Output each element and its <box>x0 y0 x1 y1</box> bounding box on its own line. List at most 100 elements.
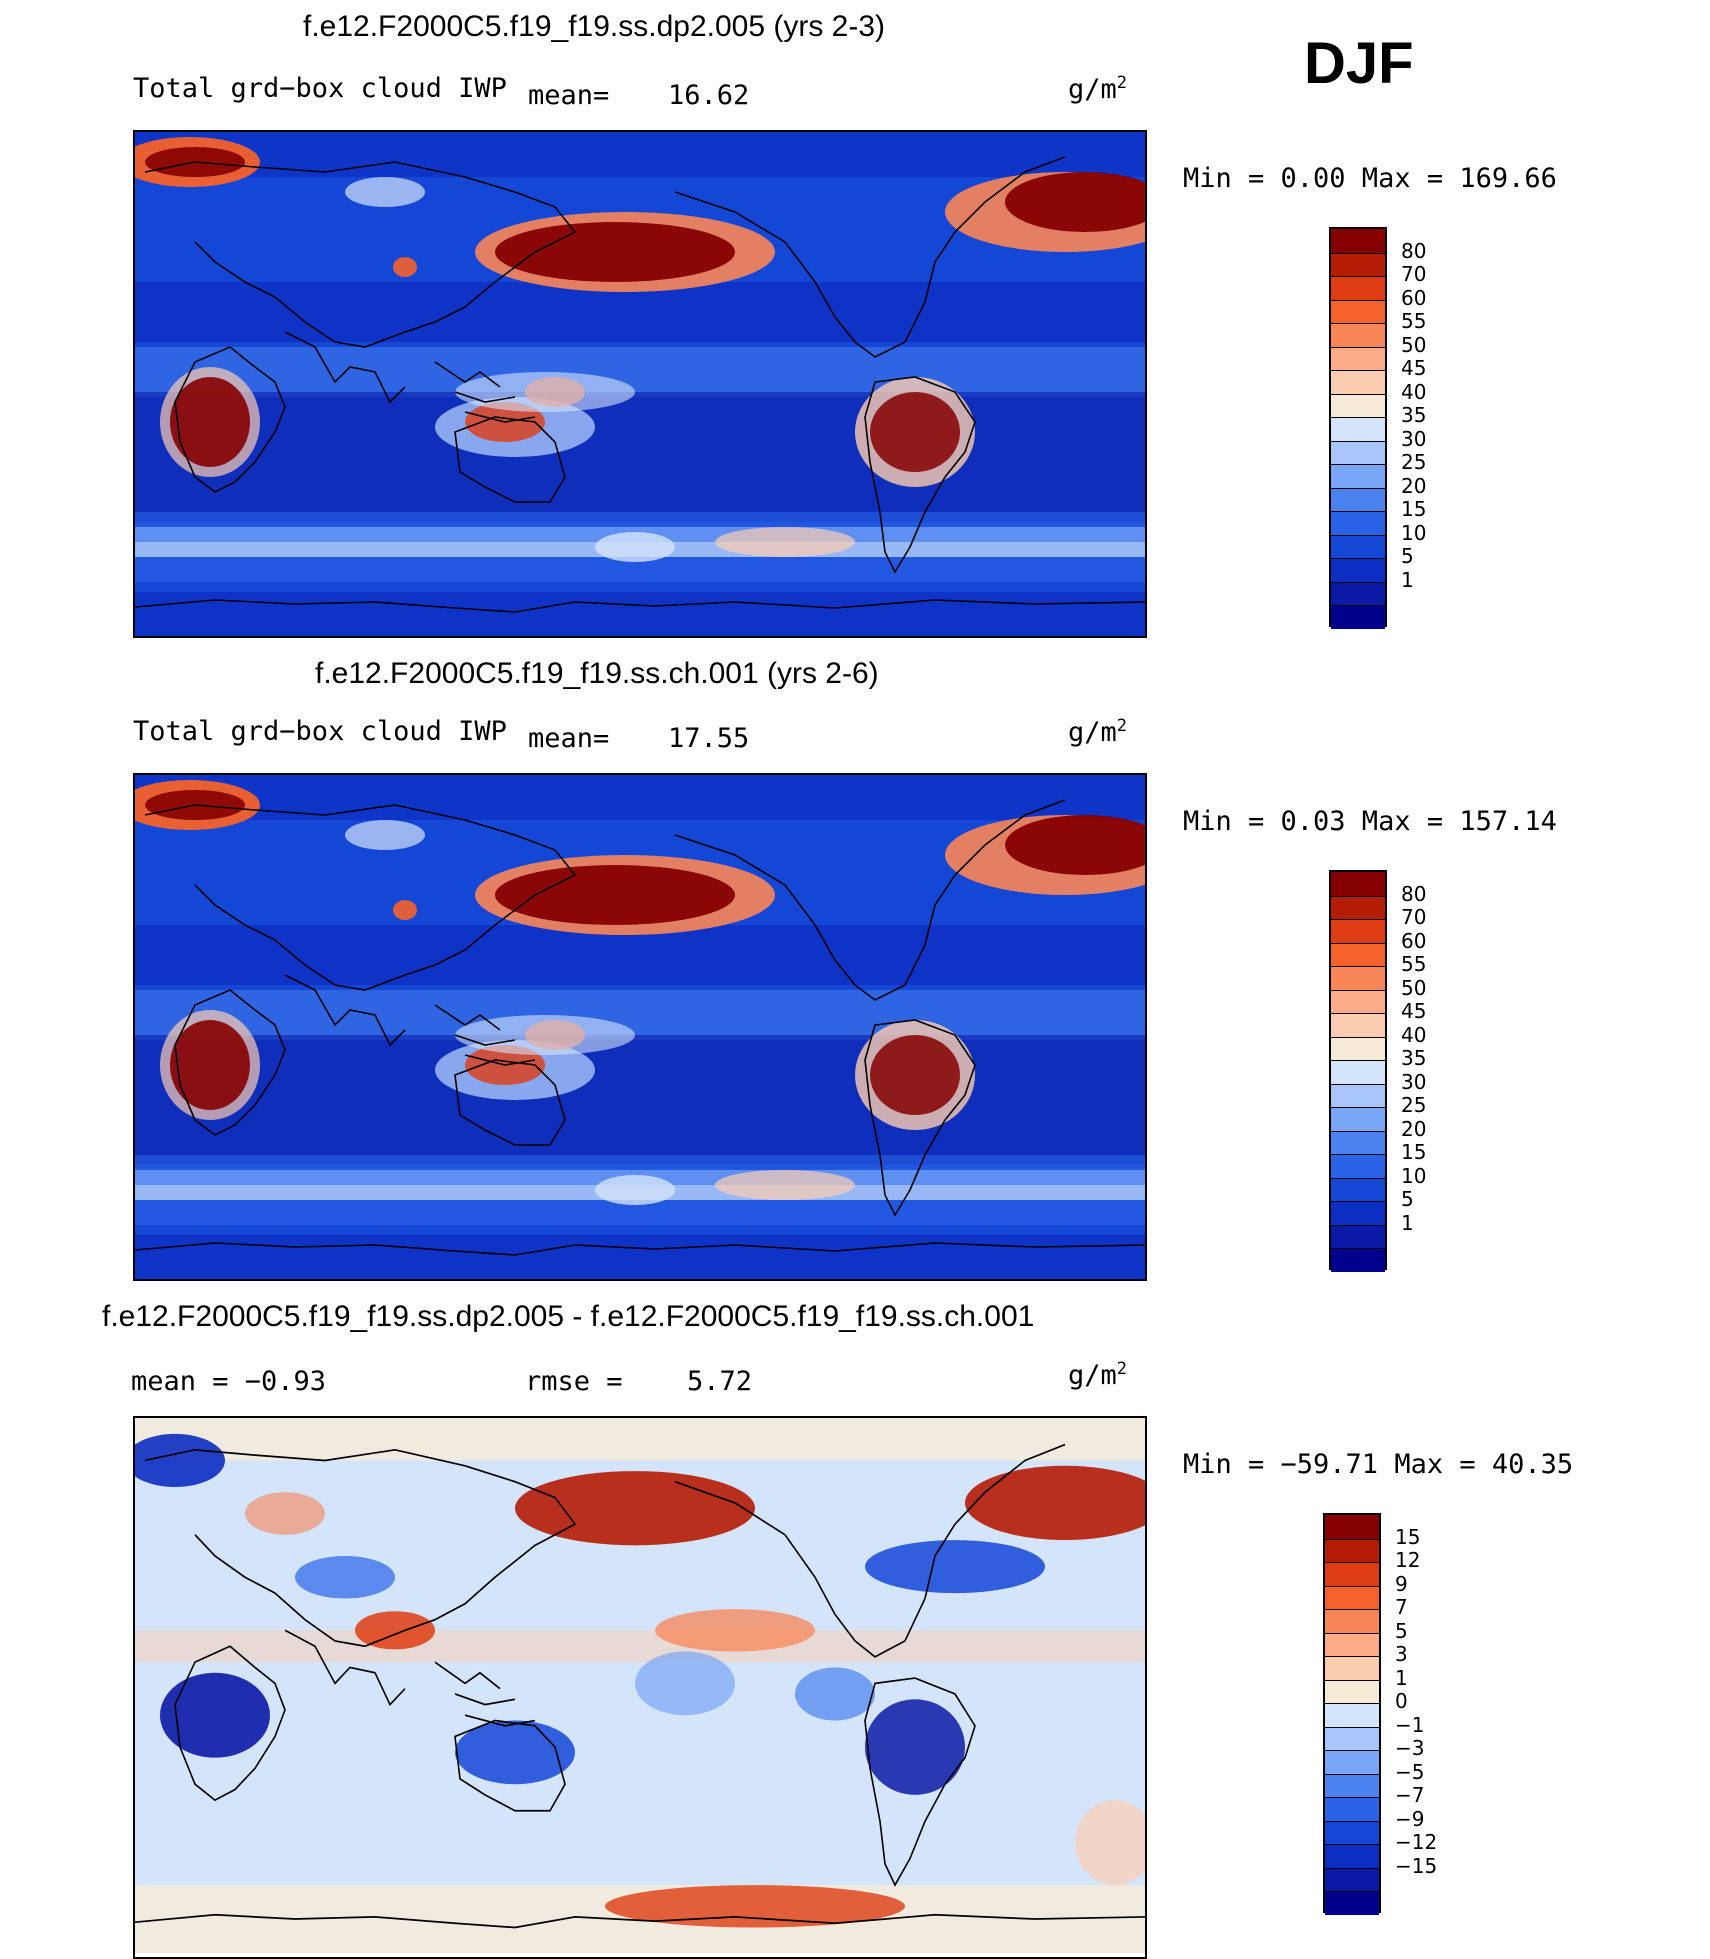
coastline <box>174 346 286 493</box>
colorbar-tick-label: 60 <box>1401 285 1427 310</box>
field-band <box>135 775 1145 820</box>
panel-1-field <box>135 132 1145 636</box>
field-region <box>715 1170 855 1200</box>
colorbar-swatch <box>1331 393 1385 418</box>
field-region <box>655 1609 815 1652</box>
colorbar-swatch <box>1331 370 1385 394</box>
field-group <box>135 132 1145 636</box>
field-band <box>135 282 1145 342</box>
colorbar-tick-label: 15 <box>1401 1140 1427 1165</box>
colorbar-swatch <box>1331 872 1385 896</box>
colorbar-tick-label: 70 <box>1401 905 1427 930</box>
coastline <box>674 1443 1066 1658</box>
colorbar-tick-label: 10 <box>1401 1163 1427 1188</box>
field-region <box>870 392 960 472</box>
colorbar-swatch <box>1325 1867 1379 1892</box>
field-region <box>495 222 735 282</box>
colorbar-swatch <box>1325 1797 1379 1821</box>
colorbar-swatch <box>1331 511 1385 535</box>
panel-2-mean-value: 17.55 <box>668 723 750 754</box>
colorbar-swatch <box>1325 1773 1379 1798</box>
coastline <box>434 1004 536 1066</box>
colorbar-tick-label: 80 <box>1401 238 1427 263</box>
colorbar-tick-label: 35 <box>1401 403 1427 428</box>
field-band <box>135 1235 1145 1279</box>
colorbar-tick-label: −12 <box>1395 1830 1438 1855</box>
colorbar-swatch <box>1331 919 1385 943</box>
colorbar-swatch <box>1325 1703 1379 1727</box>
field-band <box>135 925 1145 985</box>
panel-1-mean-label: mean= <box>528 80 610 111</box>
colorbar-swatch <box>1331 323 1385 347</box>
field-group <box>135 775 1145 1279</box>
colorbar-tick-label: −15 <box>1395 1853 1438 1878</box>
panel-3-units: g/m2 <box>1068 1359 1128 1391</box>
coastline <box>174 1645 286 1802</box>
colorbar-tick-label: 3 <box>1395 1642 1408 1667</box>
field-region <box>170 377 250 467</box>
colorbar-tick-label: 60 <box>1401 928 1427 953</box>
colorbar-tick-label: 5 <box>1395 1618 1408 1643</box>
field-region <box>1005 172 1145 232</box>
panel-1-mean-value: 16.62 <box>668 80 750 111</box>
field-region <box>595 532 675 562</box>
panel-3-map <box>133 1416 1147 1959</box>
field-region <box>635 1651 735 1716</box>
coastline <box>284 974 406 1047</box>
field-region <box>715 527 855 557</box>
panel-2-colorbar <box>1329 870 1387 1272</box>
colorbar-tick-label: 5 <box>1401 1187 1414 1212</box>
colorbar-tick-label: 55 <box>1401 309 1427 334</box>
colorbar-tick-label: −1 <box>1395 1712 1425 1737</box>
coastline <box>674 799 1066 1001</box>
colorbar-tick-label: −5 <box>1395 1759 1425 1784</box>
panel-1-title: f.e12.F2000C5.f19_f19.ss.dp2.005 (yrs 2-… <box>303 10 886 43</box>
field-region <box>393 900 417 920</box>
field-region <box>865 1540 1045 1594</box>
field-region <box>605 1885 905 1928</box>
colorbar-swatch <box>1331 299 1385 324</box>
colorbar-tick-label: 20 <box>1401 473 1427 498</box>
field-band <box>135 1418 1145 1461</box>
colorbar-swatch <box>1331 276 1385 300</box>
field-band <box>135 347 1145 397</box>
colorbar-tick-label: 12 <box>1395 1548 1421 1573</box>
field-band <box>135 1630 1145 1663</box>
colorbar-swatch <box>1325 1679 1379 1704</box>
field-region <box>965 1465 1145 1541</box>
colorbar-tick-label: 45 <box>1401 999 1427 1024</box>
colorbar-swatch <box>1331 487 1385 512</box>
panel-1-units: g/m2 <box>1068 73 1128 105</box>
colorbar-swatch <box>1331 895 1385 920</box>
panel-3-minmax: Min = −59.71 Max = 40.35 <box>1183 1449 1574 1480</box>
colorbar-swatch <box>1331 1036 1385 1061</box>
colorbar-tick-label: 80 <box>1401 881 1427 906</box>
colorbar-swatch <box>1331 1201 1385 1225</box>
colorbar-tick-label: 30 <box>1401 1069 1427 1094</box>
colorbar-swatch <box>1325 1562 1379 1586</box>
field-group <box>135 1418 1145 1953</box>
colorbar-swatch <box>1325 1891 1379 1915</box>
colorbar-tick-label: 15 <box>1401 497 1427 522</box>
field-region <box>345 177 425 207</box>
panel-2-units: g/m2 <box>1068 716 1128 748</box>
colorbar-tick-label: 10 <box>1401 520 1427 545</box>
colorbar-swatch <box>1331 1154 1385 1178</box>
colorbar-tick-label: 25 <box>1401 450 1427 475</box>
panel-3-rmse-label: rmse = <box>525 1366 623 1397</box>
colorbar-swatch <box>1331 942 1385 967</box>
panel-3-mean: mean = −0.93 <box>131 1366 327 1397</box>
coastline <box>135 1242 1145 1256</box>
colorbar-tick-label: 35 <box>1401 1046 1427 1071</box>
colorbar-swatch <box>1325 1820 1379 1845</box>
colorbar-swatch <box>1331 1107 1385 1131</box>
colorbar-swatch <box>1331 1130 1385 1155</box>
colorbar-tick-label: 1 <box>1401 567 1414 592</box>
panel-1-variable-label: Total grd−box cloud IWP <box>133 73 507 104</box>
panel-3-title: f.e12.F2000C5.f19_f19.ss.dp2.005 - f.e12… <box>102 1300 1035 1333</box>
panel-2-variable-label: Total grd−box cloud IWP <box>133 716 507 747</box>
field-region <box>870 1035 960 1115</box>
colorbar-swatch <box>1331 1083 1385 1108</box>
field-region <box>495 865 735 925</box>
coastline <box>144 1448 577 1648</box>
